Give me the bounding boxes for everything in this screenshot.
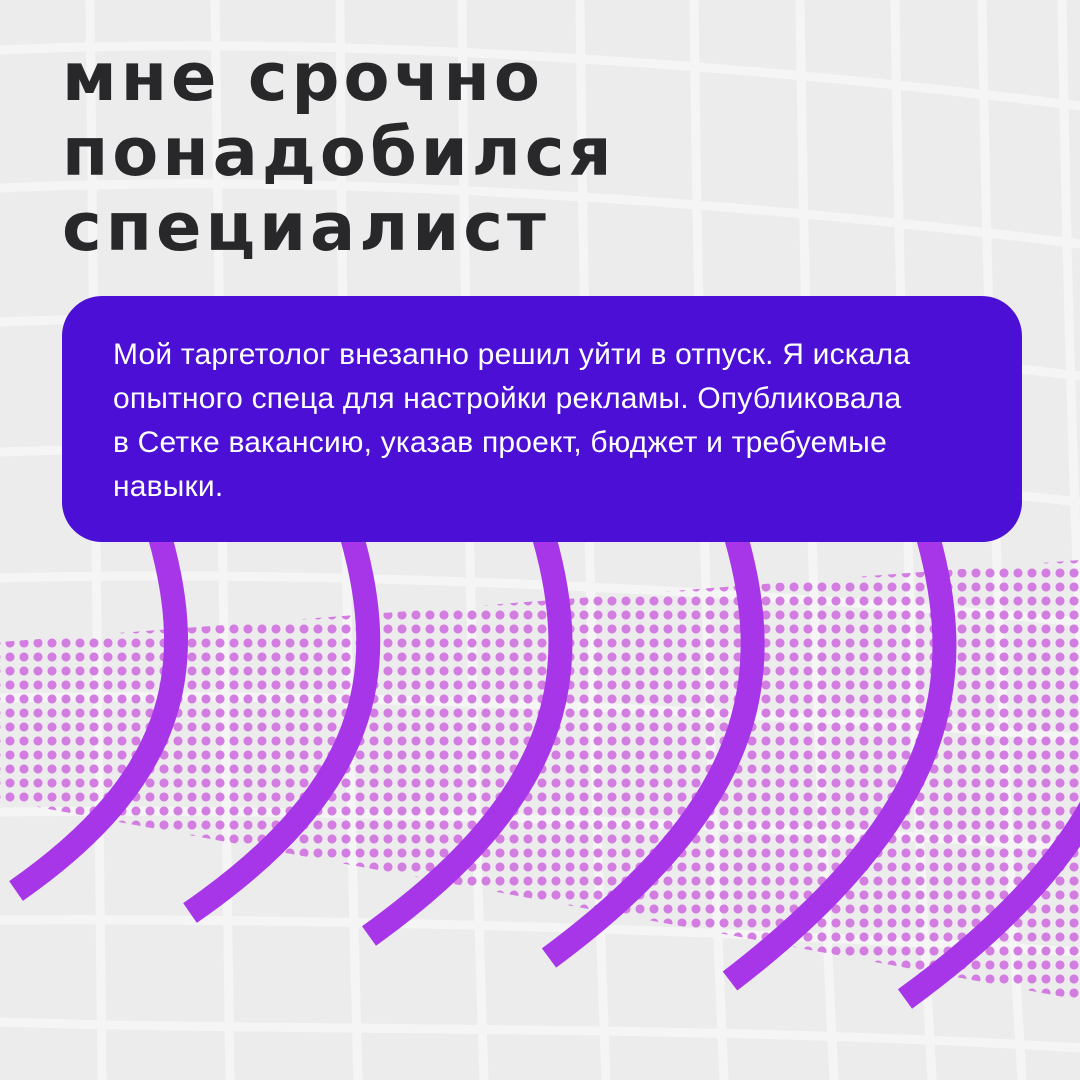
arc-stroke [183, 533, 381, 923]
headline: мне срочно понадобился специалист [62, 38, 616, 266]
grid-horizontal-line [0, 1017, 1080, 1053]
arc-stroke [541, 533, 765, 968]
arc-stroke [722, 533, 957, 991]
grid-horizontal-line [0, 179, 1080, 249]
arc-stroke [897, 801, 1080, 1009]
grid-vertical-line [1057, 0, 1080, 750]
arc-stroke [362, 533, 573, 946]
arc-stroke [9, 533, 189, 901]
grid-horizontal-line [0, 41, 1080, 111]
story-card-text: Мой таргетолог внезапно решил уйти в отп… [113, 338, 911, 503]
story-card: Мой таргетолог внезапно решил уйти в отп… [62, 296, 1022, 542]
